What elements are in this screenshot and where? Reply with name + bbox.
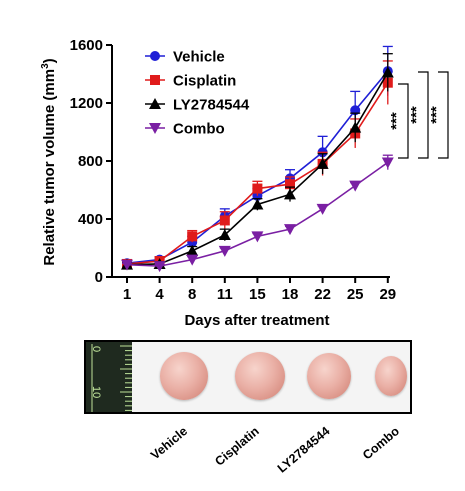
data-point-combo-25 bbox=[349, 180, 362, 192]
ruler-ticks bbox=[91, 344, 132, 412]
data-point-combo-11 bbox=[218, 245, 231, 257]
tumor-ly2784544 bbox=[307, 353, 351, 399]
legend-marker-vehicle bbox=[150, 51, 160, 61]
series-line-combo bbox=[126, 161, 389, 267]
data-point-combo-8 bbox=[186, 254, 199, 266]
data-point-combo-18 bbox=[284, 224, 296, 236]
photo-label-vehicle: Vehicle bbox=[147, 424, 190, 463]
y-tick-label-800: 800 bbox=[78, 153, 103, 170]
data-point-ly2784544-15 bbox=[251, 198, 264, 210]
x-tick-label-11: 11 bbox=[217, 286, 233, 303]
data-point-combo-15 bbox=[251, 231, 264, 243]
significance-bracket-3 bbox=[438, 71, 449, 159]
chart-legend: Vehicle Cisplatin LY2784544 Combo bbox=[145, 49, 250, 138]
data-point-combo-1 bbox=[121, 259, 133, 271]
y-axis-label: Relative tumor volume (mm3) bbox=[40, 58, 58, 265]
tumor-cisplatin bbox=[235, 352, 285, 400]
data-point-ly2784544-8 bbox=[186, 244, 199, 256]
significance-brackets: *** *** *** bbox=[388, 71, 449, 159]
data-point-cisplatin-15 bbox=[252, 183, 263, 194]
significance-label-2: *** bbox=[408, 106, 425, 124]
x-tick-label-1: 1 bbox=[123, 286, 131, 303]
ruler-label-10: 10 bbox=[90, 386, 102, 399]
x-tick-label-18: 18 bbox=[282, 286, 299, 303]
series-ly2784544 bbox=[121, 53, 394, 270]
data-point-cisplatin-8 bbox=[187, 231, 198, 242]
tumor-combo bbox=[375, 356, 407, 396]
ruler-label-0: 0 bbox=[90, 346, 102, 353]
legend-item-vehicle: Vehicle bbox=[145, 49, 225, 66]
legend-label-ly2784544: LY2784544 bbox=[173, 97, 250, 114]
y-tick-label-400: 400 bbox=[78, 211, 103, 228]
data-point-ly2784544-22 bbox=[316, 157, 329, 169]
data-point-ly2784544-18 bbox=[284, 188, 296, 200]
tumor-photo-panel: 0 10 bbox=[84, 340, 412, 414]
legend-marker-combo bbox=[149, 123, 161, 134]
x-tick-label-4: 4 bbox=[155, 286, 164, 303]
data-point-cisplatin-11 bbox=[219, 215, 230, 226]
x-axis-label: Days after treatment bbox=[184, 312, 329, 329]
legend-marker-ly2784544 bbox=[149, 98, 161, 109]
legend-label-vehicle: Vehicle bbox=[173, 49, 225, 66]
data-point-ly2784544-25 bbox=[349, 121, 362, 133]
x-tick-label-22: 22 bbox=[314, 286, 331, 303]
significance-label-1: *** bbox=[388, 112, 405, 130]
chart-axes: 0 400 800 1200 1600 1 4 8 11 15 18 22 25 29 bbox=[70, 37, 397, 303]
y-tick-label-1200: 1200 bbox=[70, 95, 103, 112]
x-tick-label-15: 15 bbox=[249, 286, 266, 303]
data-point-combo-4 bbox=[153, 261, 166, 273]
photo-label-ly2784544: LY2784544 bbox=[274, 424, 332, 476]
y-tick-label-1600: 1600 bbox=[70, 37, 103, 54]
data-point-combo-29 bbox=[381, 157, 394, 169]
chart-series bbox=[121, 45, 394, 273]
x-tick-label-29: 29 bbox=[379, 286, 396, 303]
y-tick-label-0: 0 bbox=[95, 269, 103, 286]
legend-item-ly2784544: LY2784544 bbox=[145, 97, 250, 114]
ruler: 0 10 bbox=[86, 342, 132, 412]
data-point-combo-22 bbox=[316, 203, 329, 215]
photo-label-cisplatin: Cisplatin bbox=[212, 424, 262, 469]
data-point-ly2784544-29 bbox=[381, 66, 394, 78]
tumor-vehicle bbox=[160, 352, 208, 400]
significance-bracket-2 bbox=[418, 71, 429, 159]
legend-label-cisplatin: Cisplatin bbox=[173, 73, 236, 90]
legend-item-combo: Combo bbox=[145, 121, 225, 138]
significance-bracket-1 bbox=[398, 83, 409, 159]
legend-label-combo: Combo bbox=[173, 121, 225, 138]
series-combo bbox=[121, 154, 394, 273]
tumor-volume-chart: 0 400 800 1200 1600 1 4 8 11 15 18 22 25 29 Vehicle Ci… bbox=[40, 37, 449, 329]
data-point-cisplatin-18 bbox=[285, 179, 295, 190]
x-tick-label-25: 25 bbox=[347, 286, 364, 303]
legend-item-cisplatin: Cisplatin bbox=[145, 73, 236, 90]
significance-label-3: *** bbox=[428, 106, 445, 124]
photo-label-combo: Combo bbox=[360, 424, 402, 463]
data-point-ly2784544-11 bbox=[218, 228, 231, 240]
x-tick-label-8: 8 bbox=[188, 286, 196, 303]
legend-marker-cisplatin bbox=[150, 75, 160, 85]
